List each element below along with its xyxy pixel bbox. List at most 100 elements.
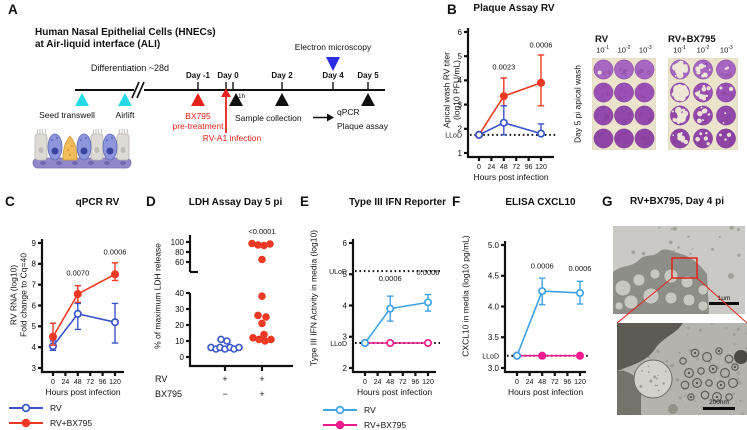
x-tick-label: 24 <box>526 379 534 386</box>
qpcr-label: qPCR <box>337 107 360 117</box>
plaque-well <box>614 105 634 126</box>
x-tick-label: 120 <box>422 379 434 386</box>
y-tick-label: 100 <box>171 238 185 247</box>
differentiation-label: Differentiation ~28d <box>91 63 169 73</box>
plaque-well <box>670 59 690 80</box>
sample-day5-marker-icon <box>361 93 375 106</box>
y-tick-label: 4 <box>458 76 463 85</box>
y-tick-label: 2 <box>458 125 463 134</box>
x-tick-label: 72 <box>551 379 559 386</box>
x-axis-label: Hours post infection <box>357 387 432 397</box>
data-point <box>48 332 58 341</box>
x-tick-label: 48 <box>386 379 394 386</box>
legend-marker-icon <box>323 420 357 430</box>
plaque-assay-label: Plaque assay <box>337 121 389 131</box>
data-point <box>261 337 269 345</box>
scatter-group-RV+BX795 <box>248 239 275 345</box>
data-point <box>258 255 266 264</box>
axes <box>186 235 293 371</box>
data-point <box>258 319 266 328</box>
day-5-label: Day 5 <box>357 71 379 80</box>
em-bottom-scalebar-label: 200nm <box>709 399 729 406</box>
y-tick-label: 6 <box>343 239 348 248</box>
bx795-label: BX795 <box>185 111 211 121</box>
x-tick-label: 72 <box>399 379 407 386</box>
panel-e-letter: E <box>300 194 310 209</box>
data-point <box>386 338 395 348</box>
panel-b-letter: B <box>447 2 457 17</box>
legend-marker-icon <box>9 418 43 428</box>
data-point <box>512 351 522 360</box>
bx795-pretreatment-marker-icon <box>191 93 205 106</box>
data-point <box>110 318 120 327</box>
data-point <box>266 240 274 248</box>
sample-to-assay-arrow-icon <box>313 113 334 122</box>
y-tick-label: 5 <box>458 52 463 61</box>
panel-g-letter: G <box>602 194 613 209</box>
panel-b-title: Plaque Assay RV <box>473 3 555 14</box>
y-tick-label: 20 <box>175 321 184 330</box>
pretreatment-label: pre-treatment <box>172 121 224 131</box>
x-tick-label: 96 <box>564 379 572 386</box>
data-point <box>386 304 395 313</box>
ldh-row-rv-label: RV <box>155 374 168 384</box>
x-tick-label: 120 <box>535 164 547 171</box>
scatter-group-RV <box>207 335 243 353</box>
plaque-well <box>693 59 713 80</box>
legend-marker-icon <box>323 405 357 415</box>
data-point <box>73 309 82 318</box>
series-RV <box>474 105 546 139</box>
data-point <box>538 351 547 360</box>
series-RV+BX795 <box>48 262 120 346</box>
y-tick-label: 3 <box>32 364 37 373</box>
legend-marker-icon <box>9 403 43 413</box>
dilution-label: 10-1 <box>673 45 687 55</box>
data-point <box>258 292 266 300</box>
data-point <box>235 343 243 352</box>
y-tick-label: 6 <box>458 28 463 37</box>
data-point <box>217 335 225 344</box>
y-tick-label: 3 <box>343 333 348 342</box>
data-point <box>254 311 262 320</box>
x-tick-label: 48 <box>538 379 546 386</box>
axes <box>464 28 554 161</box>
dilution-label: 10-2 <box>617 45 631 55</box>
x-tick-label: 48 <box>74 379 82 386</box>
series-RV <box>512 277 585 360</box>
data-point <box>575 351 585 360</box>
data-point <box>423 298 433 307</box>
day-0-label: Day 0 <box>217 71 239 80</box>
panel-a-title-line1: Human Nasal Epithelial Cells (HNECs) <box>35 27 216 38</box>
x-tick-label: 72 <box>512 164 520 171</box>
legend-bc-rv-label: RV <box>50 403 62 413</box>
p-value: 0.0070 <box>66 268 89 277</box>
x-tick-label: 120 <box>109 379 121 386</box>
y-tick-label: 4.0 <box>488 302 500 311</box>
x-tick-label: 24 <box>62 379 70 386</box>
panel-e-title: Type III IFN Reporter <box>348 197 447 208</box>
y-tick-label: 9 <box>32 239 37 248</box>
plaque-well <box>670 82 690 103</box>
data-point <box>360 338 370 348</box>
y-tick-label: 3.5 <box>488 333 500 342</box>
data-point <box>249 334 257 342</box>
dilution-label: 10-3 <box>638 45 652 55</box>
data-point <box>110 270 120 279</box>
p-value: 0.0006 <box>417 268 440 277</box>
em-bottom-content <box>617 323 747 415</box>
p-value: 0.0006 <box>530 41 553 50</box>
plate-rv-dilution-labels: 10-1 10-2 10-3 <box>592 45 656 55</box>
y-tick-label: 4.5 <box>488 272 500 281</box>
electron-microscopy-label: Electron microscopy <box>295 42 372 52</box>
plaque-well <box>716 105 736 126</box>
axis-break <box>134 80 144 99</box>
x-tick-label: 0 <box>515 379 519 386</box>
panel-c-letter: C <box>5 194 15 209</box>
em-inset-image: 200nm <box>617 323 747 415</box>
axes <box>38 239 124 376</box>
panel-f-title: ELISA CXCL10 <box>505 197 576 208</box>
panel-g-title: RV+BX795, Day 4 pi <box>629 196 725 207</box>
data-point <box>262 313 270 321</box>
data-point <box>423 338 433 348</box>
